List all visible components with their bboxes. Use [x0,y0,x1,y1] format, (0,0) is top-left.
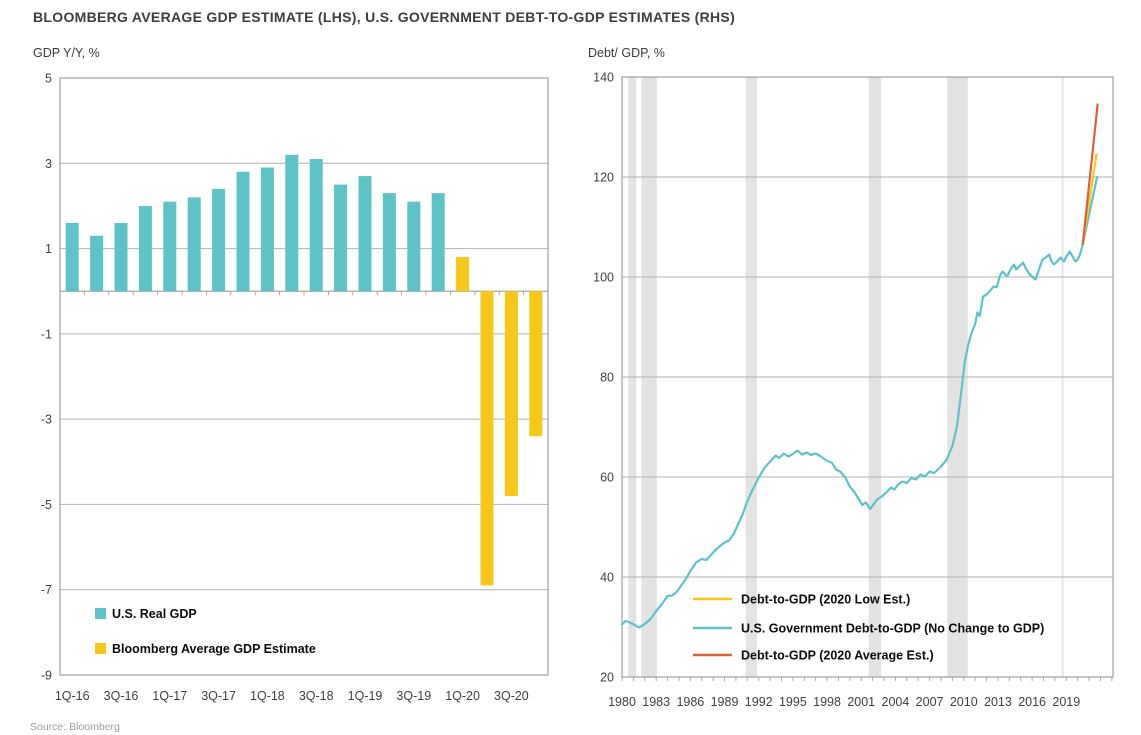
real-gdp-bar [431,193,445,292]
legend-label: Debt-to-GDP (2020 Average Est.) [741,649,934,663]
y-tick-label: -9 [41,669,52,683]
x-tick-label: 1Q-18 [250,689,285,703]
x-tick-label: 2019 [1052,695,1080,709]
x-tick-label: 1980 [608,695,636,709]
debt-average-estimate-line [1081,103,1099,246]
real-gdp-bar [382,193,396,292]
real-gdp-bar [334,184,348,292]
y-tick-label: 120 [593,171,614,185]
x-tick-label: 2007 [916,695,944,709]
x-tick-label: 3Q-20 [494,689,529,703]
y-tick-label: -5 [41,498,52,512]
y-tick-label: 140 [593,71,614,85]
debt-no-change-line [620,175,1099,629]
x-tick-label: 2013 [984,695,1012,709]
x-tick-label: 1Q-16 [55,689,90,703]
y-tick-label: -1 [41,327,52,341]
right-axis-unit-label: Debt/ GDP, % [588,46,665,60]
real-gdp-bar [285,154,299,292]
gdp-estimate-bar [529,291,543,437]
y-tick-label: 20 [600,671,614,685]
x-tick-label: 2016 [1018,695,1046,709]
gdp-estimate-bar [456,257,470,292]
legend-label: Bloomberg Average GDP Estimate [112,642,316,656]
x-tick-label: 3Q-18 [299,689,334,703]
x-tick-label: 1998 [813,695,841,709]
x-tick-label: 3Q-19 [396,689,431,703]
y-tick-label: -7 [41,583,52,597]
gdp-estimate-bar [504,291,518,496]
gdp-estimate-bar [480,291,494,586]
real-gdp-bar [212,188,226,292]
y-tick-label: 80 [600,371,614,385]
x-tick-label: 1986 [676,695,704,709]
x-tick-label: 2010 [950,695,978,709]
real-gdp-bar [187,197,201,292]
plot-border [621,76,1114,678]
real-gdp-bar [163,201,177,292]
x-tick-label: 1983 [642,695,670,709]
x-tick-label: 1Q-20 [445,689,480,703]
y-tick-label: -3 [41,413,52,427]
x-tick-label: 2001 [847,695,875,709]
page-title: BLOOMBERG AVERAGE GDP ESTIMATE (LHS), U.… [33,9,736,25]
legend-swatch [95,608,106,619]
y-tick-label: 60 [600,471,614,485]
source-note: Source: Bloomberg [30,721,120,733]
legend-label: U.S. Government Debt-to-GDP (No Change t… [741,622,1044,636]
x-tick-label: 1989 [711,695,739,709]
legend-label: Debt-to-GDP (2020 Low Est.) [741,593,910,607]
y-tick-label: 5 [45,72,52,86]
x-tick-label: 1Q-19 [348,689,383,703]
x-tick-label: 2004 [882,695,910,709]
real-gdp-bar [358,176,372,292]
plot-border [59,77,549,676]
x-tick-label: 3Q-17 [201,689,236,703]
real-gdp-bar [90,235,104,292]
debt-to-gdp-line-chart: 140 120 100 80 60 40 20 1980 1983 1986 1989 1992 199… [593,71,1114,709]
real-gdp-bar [236,171,250,292]
y-tick-label: 1 [45,242,52,256]
x-tick-label: 1992 [745,695,773,709]
x-tick-label: 1Q-17 [152,689,187,703]
y-tick-label: 3 [45,157,52,171]
real-gdp-bar [309,159,323,292]
y-tick-label: 40 [600,571,614,585]
x-tick-label: 1995 [779,695,807,709]
gdp-bar-chart: 5 3 1 -1 -3 -5 -7 -91Q-16 3Q-16 1Q-17 3Q-17 1Q-18 3Q… [41,72,549,703]
y-tick-label: 100 [593,271,614,285]
legend-label: U.S. Real GDP [112,607,197,621]
real-gdp-bar [260,167,274,292]
real-gdp-bar [138,205,152,292]
real-gdp-bar [407,201,421,292]
x-tick-label: 3Q-16 [104,689,139,703]
left-axis-unit-label: GDP Y/Y, % [33,46,100,60]
legend-swatch [95,643,106,654]
real-gdp-bar [114,222,128,292]
real-gdp-bar [65,222,79,292]
